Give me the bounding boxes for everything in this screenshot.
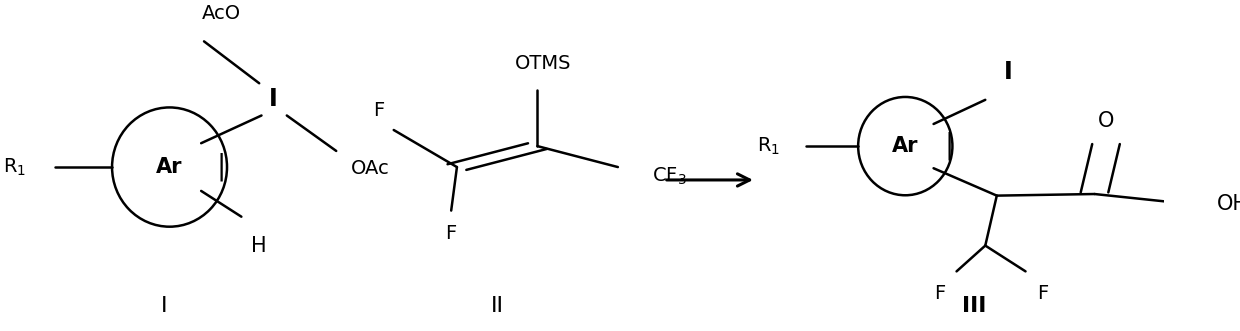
Text: II: II xyxy=(491,296,503,316)
Text: I: I xyxy=(160,296,167,316)
Text: H: H xyxy=(250,236,267,256)
Text: Ar: Ar xyxy=(156,157,182,177)
Text: F: F xyxy=(373,101,384,120)
Text: OTMS: OTMS xyxy=(515,54,572,73)
Text: OAc: OAc xyxy=(351,159,391,178)
Text: |: | xyxy=(217,153,226,181)
Text: R$_1$: R$_1$ xyxy=(2,157,26,178)
Text: CF$_3$: CF$_3$ xyxy=(652,166,687,187)
Text: F: F xyxy=(1037,284,1048,304)
Text: |: | xyxy=(945,132,954,160)
Text: OH: OH xyxy=(1216,194,1240,214)
Text: O: O xyxy=(1097,112,1115,131)
Text: III: III xyxy=(962,296,987,316)
Text: F: F xyxy=(445,224,456,243)
Text: R$_1$: R$_1$ xyxy=(756,135,780,157)
Text: F: F xyxy=(934,284,945,304)
Text: AcO: AcO xyxy=(202,4,241,24)
Text: Ar: Ar xyxy=(892,136,919,156)
Text: I: I xyxy=(269,87,278,111)
Text: I: I xyxy=(1004,61,1013,84)
